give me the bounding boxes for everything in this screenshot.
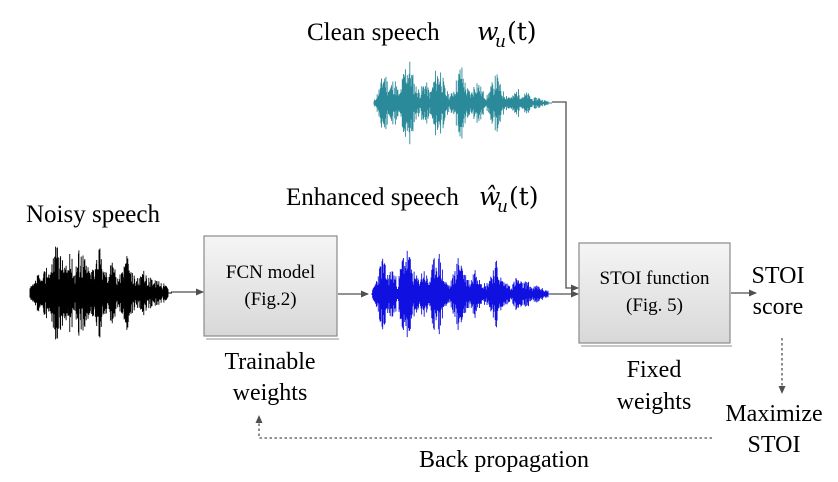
stoi-function-ref: (Fig. 5)	[626, 295, 683, 316]
fcn-model-title: FCN model	[226, 262, 315, 283]
enhanced-speech-symbol: ŵ u (t)	[479, 182, 539, 217]
back-propagation-label: Back propagation	[419, 447, 589, 473]
clean-speech-label: Clean speech	[307, 19, 440, 46]
arrow-clean-to-stoi	[552, 101, 579, 292]
maximize-stoi-line1: Maximize	[725, 401, 822, 427]
clean-speech-symbol: w u (t)	[477, 17, 537, 52]
svg-text:w: w	[477, 17, 498, 46]
svg-text:u: u	[495, 32, 506, 52]
svg-text:u: u	[497, 197, 508, 217]
noisy-speech-waveform	[29, 246, 172, 340]
trainable-weights-line1: Trainable	[224, 349, 315, 375]
maximize-stoi-line2: STOI	[748, 432, 801, 458]
enhanced-speech-waveform	[371, 250, 552, 338]
stoi-score-line1: STOI	[752, 263, 805, 289]
stoi-function-title: STOI function	[600, 268, 710, 289]
fixed-weights-line1: Fixed	[627, 357, 682, 383]
stoi-score-line2: score	[753, 294, 804, 320]
svg-text:ŵ: ŵ	[479, 182, 500, 211]
clean-speech-waveform	[373, 61, 552, 145]
noisy-speech-label: Noisy speech	[26, 201, 160, 228]
stoi-function-box[interactable]: STOI function (Fig. 5)	[578, 242, 732, 347]
fcn-model-ref: (Fig.2)	[244, 289, 296, 310]
svg-text:(t): (t)	[509, 182, 539, 211]
enhanced-speech-label: Enhanced speech	[286, 184, 459, 211]
fcn-model-box[interactable]: FCN model (Fig.2)	[203, 235, 339, 340]
trainable-weights-line2: weights	[233, 380, 308, 406]
arrow-back-propagation	[255, 415, 712, 439]
svg-text:(t): (t)	[507, 17, 537, 46]
fixed-weights-line2: weights	[617, 389, 692, 415]
